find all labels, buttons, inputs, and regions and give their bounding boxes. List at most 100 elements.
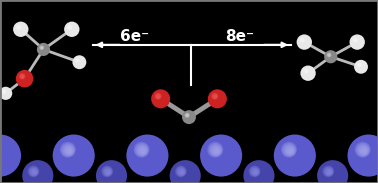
Circle shape (103, 167, 112, 176)
Circle shape (102, 166, 113, 177)
Circle shape (325, 168, 333, 176)
Circle shape (354, 60, 368, 74)
Circle shape (40, 46, 43, 49)
Circle shape (327, 53, 331, 57)
Circle shape (327, 170, 332, 175)
Circle shape (354, 39, 357, 42)
Circle shape (209, 143, 223, 157)
Circle shape (76, 58, 80, 62)
Circle shape (67, 25, 72, 30)
Circle shape (19, 73, 25, 79)
Circle shape (17, 26, 20, 29)
Circle shape (214, 148, 220, 154)
Circle shape (77, 60, 79, 62)
Circle shape (324, 50, 337, 63)
Circle shape (53, 135, 95, 177)
Circle shape (1, 89, 6, 94)
Circle shape (73, 55, 86, 69)
Circle shape (76, 59, 79, 62)
Circle shape (210, 144, 222, 156)
Circle shape (28, 165, 39, 177)
Circle shape (140, 148, 146, 154)
Circle shape (29, 167, 38, 176)
Circle shape (304, 70, 308, 73)
Circle shape (61, 143, 75, 157)
Circle shape (358, 145, 369, 155)
Circle shape (213, 94, 217, 99)
Circle shape (328, 54, 330, 57)
Circle shape (68, 26, 72, 29)
Circle shape (62, 144, 74, 156)
Circle shape (211, 145, 221, 155)
Circle shape (358, 64, 361, 67)
Circle shape (76, 59, 79, 62)
Circle shape (155, 93, 161, 99)
Circle shape (328, 54, 331, 57)
Circle shape (253, 169, 258, 175)
Circle shape (18, 27, 20, 29)
Circle shape (326, 169, 332, 175)
Circle shape (156, 94, 161, 99)
Circle shape (212, 147, 220, 155)
Circle shape (301, 66, 316, 81)
Circle shape (66, 148, 72, 154)
Circle shape (347, 135, 378, 177)
Circle shape (326, 52, 332, 57)
Text: 6e⁻: 6e⁻ (119, 29, 149, 44)
Circle shape (356, 143, 370, 157)
Circle shape (185, 113, 189, 117)
Circle shape (179, 169, 184, 175)
Circle shape (328, 54, 330, 56)
Circle shape (133, 142, 150, 158)
Circle shape (16, 24, 22, 30)
Circle shape (155, 94, 161, 99)
Circle shape (139, 147, 147, 155)
Circle shape (177, 167, 186, 176)
Circle shape (32, 170, 37, 175)
Circle shape (299, 37, 305, 43)
Circle shape (286, 147, 294, 155)
Circle shape (75, 58, 80, 63)
Circle shape (126, 135, 169, 177)
Circle shape (30, 168, 38, 176)
Circle shape (68, 25, 72, 29)
Circle shape (64, 145, 74, 155)
Circle shape (297, 34, 312, 50)
Circle shape (353, 38, 357, 42)
Circle shape (356, 62, 362, 68)
Circle shape (41, 47, 43, 49)
Circle shape (186, 114, 189, 117)
Circle shape (106, 170, 110, 175)
Circle shape (281, 142, 297, 158)
Circle shape (303, 68, 309, 74)
Circle shape (361, 148, 367, 154)
Circle shape (154, 93, 162, 100)
Circle shape (317, 160, 348, 183)
Circle shape (305, 70, 308, 73)
Circle shape (175, 165, 187, 177)
Circle shape (37, 43, 50, 56)
Circle shape (282, 143, 296, 157)
Circle shape (156, 95, 160, 98)
Circle shape (358, 64, 361, 66)
Circle shape (355, 142, 371, 158)
Text: 8e⁻: 8e⁻ (226, 29, 254, 44)
Circle shape (213, 95, 217, 98)
Circle shape (274, 135, 316, 177)
Circle shape (96, 160, 127, 183)
Circle shape (105, 169, 111, 175)
Circle shape (13, 22, 28, 37)
Circle shape (352, 37, 358, 43)
Circle shape (357, 63, 361, 67)
Circle shape (64, 22, 79, 37)
Circle shape (0, 142, 2, 158)
Circle shape (170, 160, 201, 183)
Circle shape (251, 168, 259, 176)
Circle shape (16, 25, 21, 30)
Circle shape (208, 89, 227, 108)
Circle shape (22, 160, 53, 183)
Circle shape (304, 69, 308, 73)
Circle shape (101, 165, 113, 177)
Circle shape (287, 148, 293, 154)
Circle shape (301, 39, 304, 42)
